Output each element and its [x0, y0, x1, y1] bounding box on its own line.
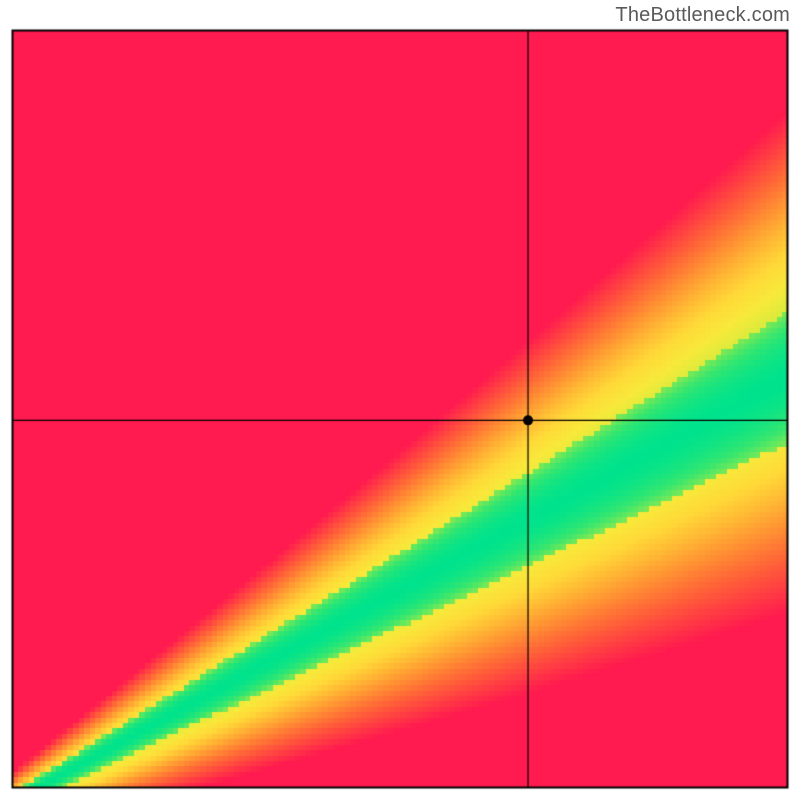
- watermark-text: TheBottleneck.com: [615, 4, 790, 27]
- chart-container: TheBottleneck.com: [0, 0, 800, 800]
- bottleneck-heatmap: [0, 0, 800, 800]
